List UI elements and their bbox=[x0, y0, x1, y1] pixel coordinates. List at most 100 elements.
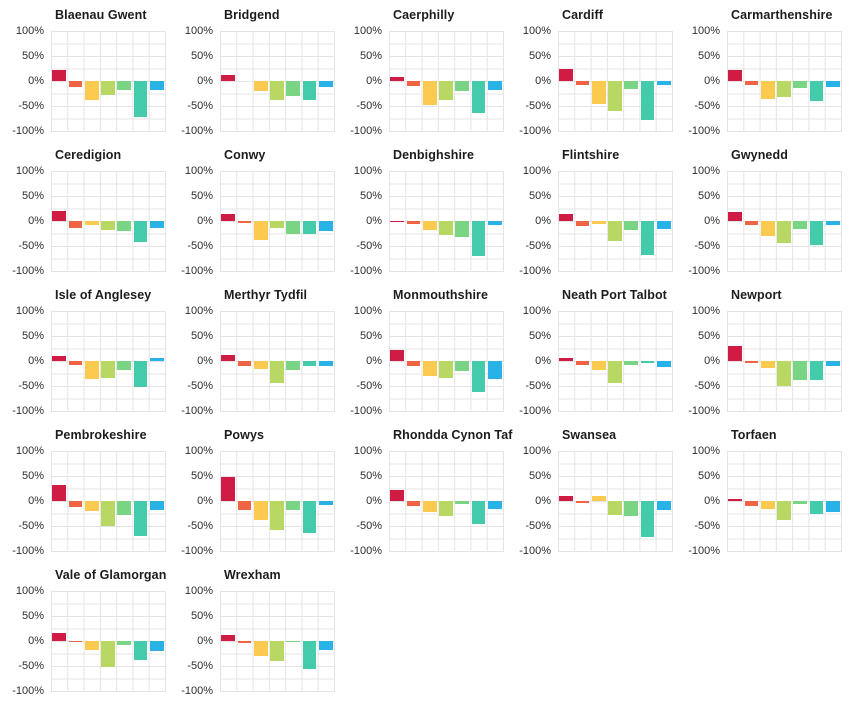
bar-bar-6 bbox=[302, 361, 317, 366]
bar-bar-3 bbox=[84, 221, 99, 225]
plot-row: 100% 50% 0% -50% -100% bbox=[3, 25, 170, 137]
bar-bar-2 bbox=[68, 361, 83, 365]
bar-bar-4 bbox=[101, 361, 115, 378]
bar-bar-5 bbox=[117, 641, 132, 645]
bar-bar-6 bbox=[809, 501, 824, 514]
bar-bar-1 bbox=[559, 496, 573, 501]
plot-row: 100% 50% 0% -50% -100% bbox=[510, 165, 677, 277]
y-tick-label: 0% bbox=[366, 495, 382, 507]
y-tick-label: 50% bbox=[21, 50, 44, 62]
chart-title: Blaenau Gwent bbox=[55, 8, 147, 22]
y-tick-label: -50% bbox=[525, 240, 551, 252]
y-tick-label: 50% bbox=[190, 470, 213, 482]
bar-bar-3 bbox=[84, 81, 99, 100]
bar-bar-3 bbox=[253, 221, 268, 240]
bar-bar-4 bbox=[777, 501, 791, 520]
plot-area bbox=[727, 311, 842, 412]
chart-title: Bridgend bbox=[224, 8, 280, 22]
bar-bar-5 bbox=[455, 221, 470, 237]
y-tick-label: 50% bbox=[359, 330, 382, 342]
bar-bar-4 bbox=[777, 361, 791, 386]
bar-bar-1 bbox=[221, 213, 235, 221]
bar-bar-4 bbox=[270, 361, 284, 383]
y-axis: 100% 50% 0% -50% -100% bbox=[510, 25, 558, 137]
y-tick-label: 100% bbox=[15, 165, 44, 177]
plot-area bbox=[558, 451, 673, 552]
bar-bar-5 bbox=[793, 81, 808, 88]
y-tick-label: -50% bbox=[18, 660, 44, 672]
bar-bar-5 bbox=[793, 361, 808, 380]
plot-row: 100% 50% 0% -50% -100% bbox=[679, 165, 846, 277]
bar-bar-3 bbox=[591, 496, 606, 501]
y-tick-label: 0% bbox=[535, 215, 551, 227]
bar-bar-1 bbox=[390, 77, 404, 81]
y-axis: 100% 50% 0% -50% -100% bbox=[3, 25, 51, 137]
bar-bar-6 bbox=[809, 221, 824, 245]
y-tick-label: 0% bbox=[366, 215, 382, 227]
bar-bar-7 bbox=[319, 221, 333, 231]
y-axis: 100% 50% 0% -50% -100% bbox=[510, 165, 558, 277]
y-axis: 100% 50% 0% -50% -100% bbox=[172, 585, 220, 697]
chart-title: Neath Port Talbot bbox=[562, 288, 667, 302]
y-tick-label: 50% bbox=[528, 470, 551, 482]
plot-area bbox=[220, 451, 335, 552]
y-tick-label: 0% bbox=[704, 355, 720, 367]
y-tick-label: 100% bbox=[15, 25, 44, 37]
y-tick-label: -100% bbox=[350, 265, 382, 277]
bar-bar-4 bbox=[101, 501, 115, 526]
bar-bar-1 bbox=[52, 356, 66, 361]
plot-row: 100% 50% 0% -50% -100% bbox=[341, 445, 508, 557]
y-tick-label: -50% bbox=[694, 240, 720, 252]
y-axis: 100% 50% 0% -50% -100% bbox=[3, 165, 51, 277]
bar-bar-7 bbox=[657, 221, 671, 229]
plot-area bbox=[51, 591, 166, 692]
chart-title: Isle of Anglesey bbox=[55, 288, 152, 302]
bar-bar-5 bbox=[286, 81, 301, 96]
bar-bar-4 bbox=[777, 221, 791, 243]
y-tick-label: 50% bbox=[21, 330, 44, 342]
bar-bar-3 bbox=[253, 641, 268, 656]
facet-chart: Isle of Anglesey 100% 50% 0% -50% -100% bbox=[3, 288, 170, 428]
bar-bar-4 bbox=[608, 501, 622, 515]
bar-bar-6 bbox=[640, 501, 655, 537]
facet-chart: Merthyr Tydfil 100% 50% 0% -50% -100% bbox=[172, 288, 339, 428]
y-axis: 100% 50% 0% -50% -100% bbox=[679, 25, 727, 137]
bar-bar-1 bbox=[559, 68, 573, 81]
plot-row: 100% 50% 0% -50% -100% bbox=[679, 445, 846, 557]
y-tick-label: 50% bbox=[21, 470, 44, 482]
y-tick-label: 50% bbox=[21, 190, 44, 202]
plot-row: 100% 50% 0% -50% -100% bbox=[172, 165, 339, 277]
y-tick-label: -50% bbox=[18, 380, 44, 392]
bar-bar-6 bbox=[471, 501, 486, 524]
y-tick-label: 50% bbox=[359, 190, 382, 202]
plot-area bbox=[727, 31, 842, 132]
chart-title: Caerphilly bbox=[393, 8, 455, 22]
y-tick-label: -50% bbox=[356, 100, 382, 112]
y-tick-label: -50% bbox=[187, 100, 213, 112]
bar-bar-3 bbox=[760, 361, 775, 368]
y-tick-label: 50% bbox=[697, 190, 720, 202]
bar-bar-4 bbox=[270, 641, 284, 661]
bar-bar-4 bbox=[608, 221, 622, 241]
bar-bar-1 bbox=[221, 477, 235, 501]
plot-row: 100% 50% 0% -50% -100% bbox=[172, 445, 339, 557]
y-tick-label: 100% bbox=[691, 165, 720, 177]
plot-area bbox=[51, 451, 166, 552]
facet-chart: Flintshire 100% 50% 0% -50% -100% bbox=[510, 148, 677, 288]
y-tick-label: 100% bbox=[15, 445, 44, 457]
y-tick-label: 50% bbox=[21, 610, 44, 622]
y-tick-label: -100% bbox=[12, 405, 44, 417]
bar-bar-4 bbox=[608, 81, 622, 111]
bar-bar-1 bbox=[52, 632, 66, 641]
y-tick-label: 0% bbox=[28, 75, 44, 87]
y-tick-label: -100% bbox=[350, 125, 382, 137]
bar-bar-6 bbox=[133, 221, 148, 242]
plot-area bbox=[51, 311, 166, 412]
bar-bar-6 bbox=[133, 81, 148, 117]
y-tick-label: 100% bbox=[522, 165, 551, 177]
plot-area bbox=[727, 451, 842, 552]
y-tick-label: 100% bbox=[522, 445, 551, 457]
bar-bar-3 bbox=[422, 501, 437, 512]
bar-bar-5 bbox=[624, 221, 639, 230]
